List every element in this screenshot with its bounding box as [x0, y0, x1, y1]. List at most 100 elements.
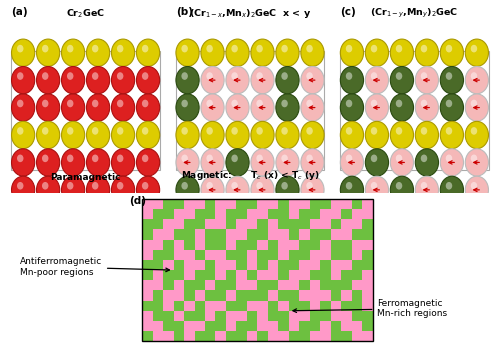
Circle shape	[276, 149, 299, 176]
Bar	[205, 331, 216, 341]
Bar	[194, 270, 205, 280]
Circle shape	[62, 149, 84, 176]
Circle shape	[256, 100, 263, 107]
Circle shape	[306, 127, 313, 135]
Circle shape	[301, 121, 324, 148]
Bar	[341, 240, 351, 250]
Bar	[236, 331, 247, 341]
Circle shape	[390, 121, 413, 148]
Circle shape	[117, 72, 123, 80]
Bar	[152, 250, 163, 260]
Circle shape	[176, 39, 199, 66]
Circle shape	[17, 154, 24, 162]
Circle shape	[396, 72, 402, 80]
Circle shape	[117, 182, 123, 190]
Circle shape	[201, 94, 224, 121]
Circle shape	[466, 66, 488, 94]
Circle shape	[306, 72, 313, 80]
Bar	[174, 260, 184, 270]
Circle shape	[42, 182, 48, 190]
Circle shape	[440, 204, 464, 231]
Bar	[205, 209, 216, 219]
Circle shape	[390, 66, 413, 94]
Bar	[258, 260, 268, 270]
Bar	[362, 321, 372, 331]
Bar	[142, 331, 152, 341]
Circle shape	[67, 72, 73, 80]
Circle shape	[206, 45, 213, 52]
Circle shape	[420, 210, 427, 217]
Circle shape	[86, 176, 110, 204]
Bar	[226, 209, 236, 219]
Circle shape	[470, 182, 477, 190]
Bar	[341, 250, 351, 260]
Circle shape	[396, 45, 402, 52]
Circle shape	[420, 182, 427, 190]
Circle shape	[117, 210, 123, 217]
Circle shape	[390, 176, 413, 204]
Bar	[341, 280, 351, 290]
Circle shape	[446, 182, 452, 190]
Circle shape	[226, 121, 249, 148]
Circle shape	[440, 39, 464, 66]
Circle shape	[306, 100, 313, 107]
Circle shape	[206, 72, 213, 80]
Bar	[278, 260, 289, 270]
Bar	[194, 280, 205, 290]
Circle shape	[371, 127, 378, 135]
Bar	[174, 199, 184, 209]
Bar	[268, 300, 278, 311]
Circle shape	[67, 210, 73, 217]
Circle shape	[226, 66, 249, 94]
Bar	[216, 280, 226, 290]
Text: Cr$_2$GeC: Cr$_2$GeC	[66, 7, 105, 20]
Bar	[247, 270, 258, 280]
Bar	[247, 199, 258, 209]
Circle shape	[201, 149, 224, 176]
Circle shape	[301, 176, 324, 204]
Circle shape	[470, 72, 477, 80]
Circle shape	[36, 39, 60, 66]
Circle shape	[67, 100, 73, 107]
Circle shape	[182, 210, 188, 217]
Bar	[205, 240, 216, 250]
Bar	[341, 270, 351, 280]
Circle shape	[112, 94, 134, 121]
Bar	[268, 250, 278, 260]
Circle shape	[470, 45, 477, 52]
Circle shape	[366, 39, 388, 66]
Circle shape	[36, 204, 60, 231]
Circle shape	[276, 204, 299, 231]
Bar	[236, 240, 247, 250]
Circle shape	[62, 66, 84, 94]
Bar	[310, 230, 320, 240]
Circle shape	[371, 72, 378, 80]
Circle shape	[112, 176, 134, 204]
Circle shape	[117, 154, 123, 162]
Circle shape	[226, 94, 249, 121]
Circle shape	[440, 94, 464, 121]
Bar	[278, 209, 289, 219]
Bar	[205, 260, 216, 270]
Circle shape	[390, 204, 413, 231]
Circle shape	[232, 154, 238, 162]
Circle shape	[136, 66, 160, 94]
Circle shape	[62, 94, 84, 121]
Bar	[341, 209, 351, 219]
Bar	[330, 331, 341, 341]
Bar	[184, 280, 194, 290]
Bar	[258, 219, 268, 230]
Bar	[341, 300, 351, 311]
Bar	[278, 270, 289, 280]
Bar	[352, 270, 362, 280]
Circle shape	[17, 210, 24, 217]
Bar	[258, 331, 268, 341]
Circle shape	[42, 72, 48, 80]
Bar	[330, 290, 341, 300]
Circle shape	[440, 176, 464, 204]
Circle shape	[282, 100, 288, 107]
Bar	[163, 321, 173, 331]
Bar	[152, 219, 163, 230]
Circle shape	[466, 39, 488, 66]
Bar	[299, 331, 310, 341]
